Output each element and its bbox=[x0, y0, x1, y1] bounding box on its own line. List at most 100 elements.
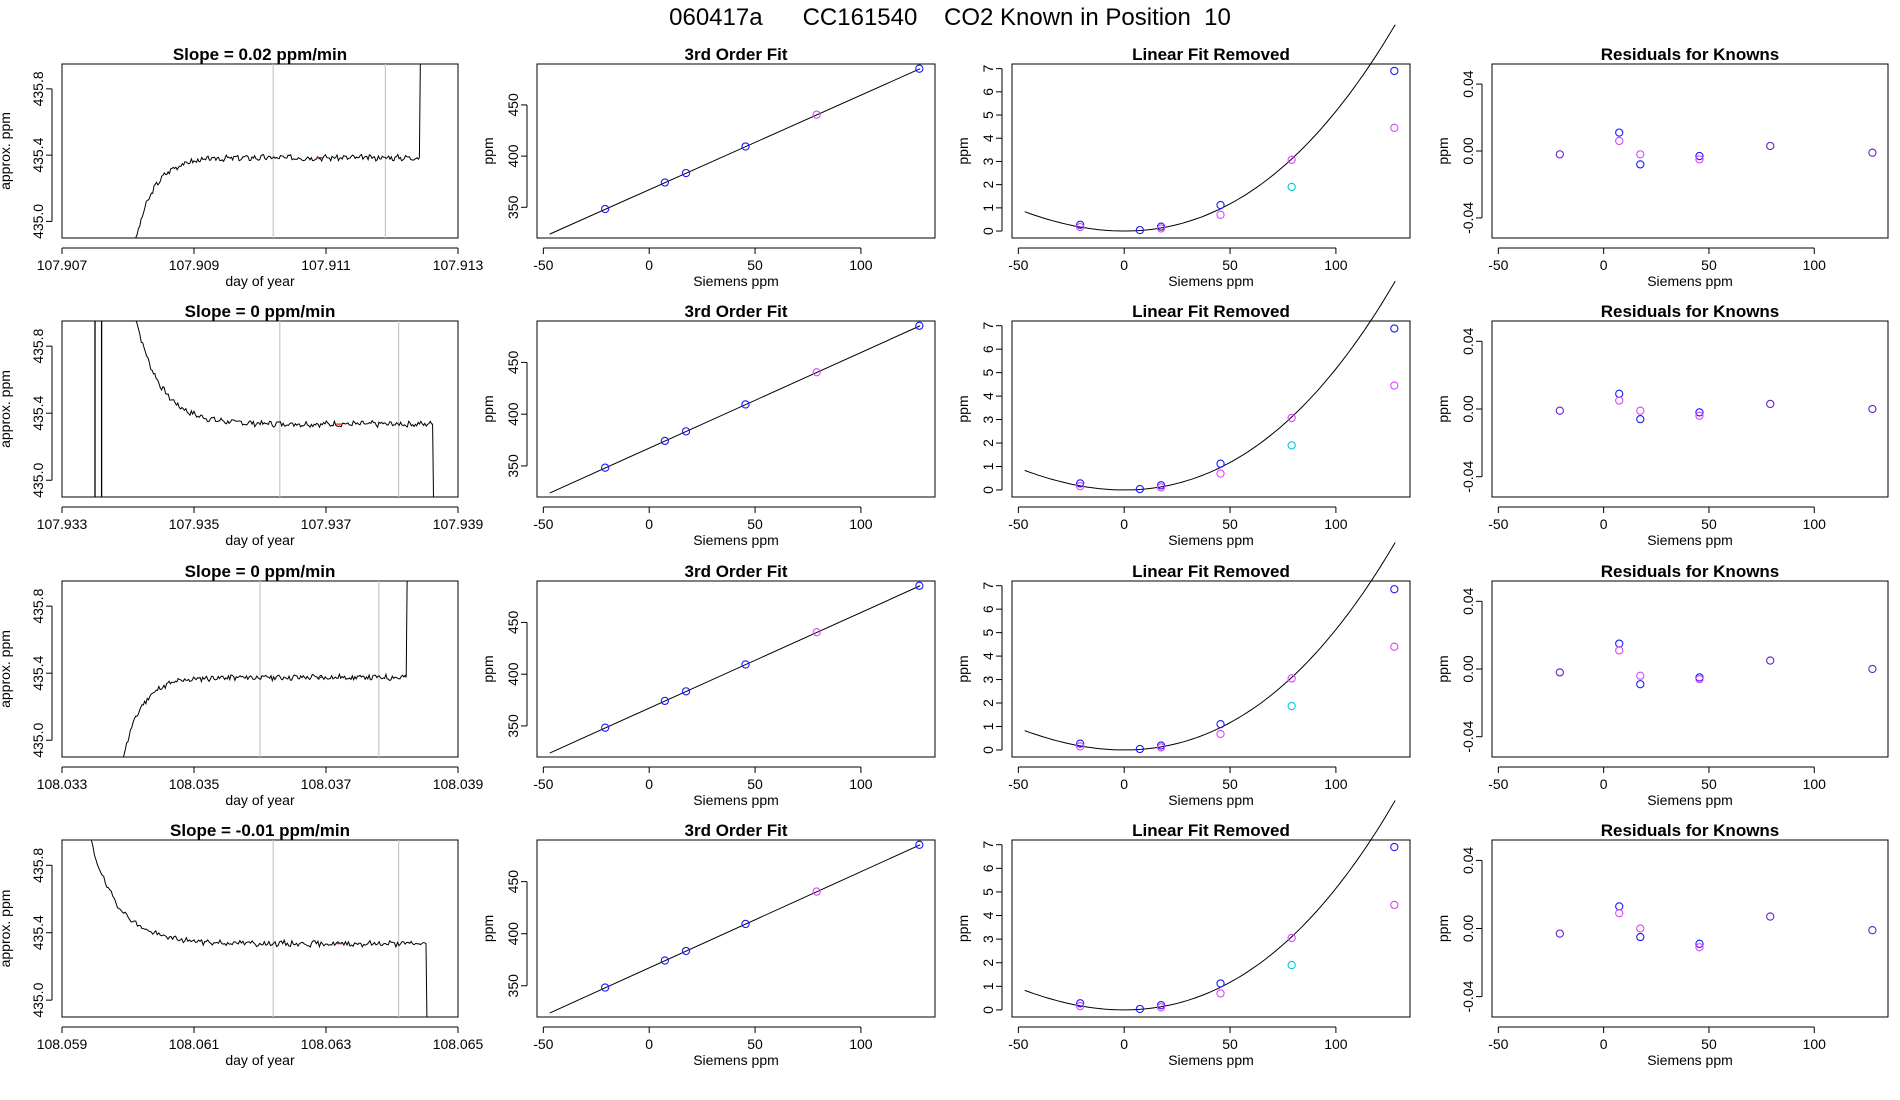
residuals-panel-row-1: Residuals for Knowns -50 0 50 100 Siemens ppm… bbox=[1435, 45, 1889, 289]
data-point bbox=[1615, 909, 1624, 918]
data-point bbox=[1390, 123, 1399, 132]
data-point bbox=[1216, 200, 1225, 210]
ppm-trace bbox=[135, 321, 434, 497]
y-axis-label: ppm bbox=[955, 655, 971, 682]
data-point bbox=[1216, 729, 1225, 739]
y-tick-label: 400 bbox=[505, 402, 521, 426]
x-axis-label: Siemens ppm bbox=[693, 792, 779, 808]
fit-panel-row-2: 3rd Order Fit -50 0 50 100 Siemens ppm 350 400 4… bbox=[480, 302, 936, 548]
data-point bbox=[1695, 939, 1704, 948]
x-tick-label: 108.039 bbox=[433, 776, 484, 792]
data-point bbox=[1287, 933, 1296, 943]
y-tick-label: 0 bbox=[980, 746, 996, 754]
linear-removed-panel-title: Linear Fit Removed bbox=[1132, 302, 1290, 321]
x-axis-label: Siemens ppm bbox=[1168, 1052, 1254, 1068]
x-tick-label: 0 bbox=[645, 257, 653, 273]
fit-panel-row-1: 3rd Order Fit -50 0 50 100 Siemens ppm 350 400 4… bbox=[480, 45, 936, 289]
x-tick-label: -50 bbox=[1488, 1036, 1508, 1052]
y-tick-label: 400 bbox=[505, 144, 521, 168]
x-tick-label: -50 bbox=[533, 1036, 553, 1052]
x-tick-label: 50 bbox=[1222, 1036, 1238, 1052]
y-tick-label: 435.8 bbox=[30, 848, 46, 883]
data-point bbox=[1076, 220, 1085, 229]
x-tick-label: 50 bbox=[747, 1036, 763, 1052]
data-point bbox=[1135, 1004, 1145, 1014]
fit-line bbox=[549, 585, 921, 754]
data-point bbox=[1076, 222, 1085, 232]
y-tick-label: 450 bbox=[505, 611, 521, 635]
x-tick-label: -50 bbox=[1008, 257, 1028, 273]
data-point bbox=[1695, 155, 1704, 164]
y-tick-label: 435.8 bbox=[30, 588, 46, 623]
data-point bbox=[681, 687, 691, 696]
y-tick-label: 0.04 bbox=[1460, 847, 1476, 874]
x-tick-label: 108.065 bbox=[433, 1036, 484, 1052]
data-point bbox=[601, 723, 610, 732]
y-axis-label: approx. ppm bbox=[0, 370, 13, 448]
data-point bbox=[1076, 1001, 1085, 1011]
data-point bbox=[1216, 979, 1225, 988]
y-tick-label: 0.00 bbox=[1460, 137, 1476, 164]
x-tick-label: 100 bbox=[1324, 776, 1348, 792]
data-point bbox=[741, 660, 750, 669]
data-point bbox=[1390, 66, 1399, 76]
y-tick-label: 435.4 bbox=[30, 137, 46, 172]
data-point bbox=[1135, 484, 1145, 494]
fit-line bbox=[549, 844, 921, 1014]
x-tick-label: -50 bbox=[1488, 257, 1508, 273]
y-tick-label: 4 bbox=[980, 134, 996, 142]
x-tick-label: 108.059 bbox=[37, 1036, 88, 1052]
time-panel-row-2: Slope = 0 ppm/min 107.933 107.935 107.937 10… bbox=[0, 302, 484, 548]
plot-frame bbox=[536, 63, 936, 239]
x-axis-label: day of year bbox=[225, 1052, 295, 1068]
data-point bbox=[660, 696, 670, 706]
linear-removed-panel-row-1: Linear Fit Removed -50 0 50 100 Siemens ppm 0 1… bbox=[955, 24, 1411, 289]
x-tick-label: -50 bbox=[533, 776, 553, 792]
data-point bbox=[1615, 389, 1624, 398]
y-tick-label: 6 bbox=[980, 345, 996, 353]
data-point bbox=[1156, 743, 1166, 752]
y-tick-label: 435.4 bbox=[30, 915, 46, 950]
x-tick-label: 107.933 bbox=[37, 516, 88, 532]
time-panel-title: Slope = 0 ppm/min bbox=[185, 562, 336, 581]
data-point bbox=[741, 919, 750, 929]
data-point bbox=[1615, 136, 1624, 146]
y-axis-label: ppm bbox=[480, 655, 496, 682]
y-tick-label: 400 bbox=[505, 662, 521, 686]
y-tick-label: 4 bbox=[980, 911, 996, 919]
x-tick-label: 0 bbox=[1600, 1036, 1608, 1052]
x-tick-label: 50 bbox=[1701, 776, 1717, 792]
x-axis-label: Siemens ppm bbox=[1168, 792, 1254, 808]
y-tick-label: 2 bbox=[980, 439, 996, 447]
y-tick-label: 350 bbox=[505, 714, 521, 738]
data-point bbox=[1156, 224, 1166, 233]
y-tick-label: 0 bbox=[980, 486, 996, 494]
data-point bbox=[1868, 404, 1877, 414]
x-tick-label: 50 bbox=[1222, 776, 1238, 792]
y-tick-label: 350 bbox=[505, 974, 521, 998]
linear-removed-panel-title: Linear Fit Removed bbox=[1132, 45, 1290, 64]
data-point bbox=[660, 178, 670, 187]
y-tick-label: 435.4 bbox=[30, 395, 46, 430]
data-point bbox=[660, 956, 670, 965]
residuals-panel-title: Residuals for Knowns bbox=[1601, 302, 1780, 321]
data-point bbox=[1695, 151, 1704, 161]
x-axis-label: day of year bbox=[225, 273, 295, 289]
data-point bbox=[1156, 1003, 1166, 1012]
y-tick-label: 1 bbox=[980, 982, 996, 990]
x-tick-label: 50 bbox=[747, 257, 763, 273]
x-tick-label: 0 bbox=[1120, 516, 1128, 532]
x-tick-label: 50 bbox=[747, 516, 763, 532]
plot-frame bbox=[61, 320, 459, 498]
y-tick-label: 4 bbox=[980, 652, 996, 660]
y-tick-label: 350 bbox=[505, 195, 521, 219]
linear-removed-panel-row-2: Linear Fit Removed -50 0 50 100 Siemens ppm 0 1… bbox=[955, 281, 1411, 548]
data-point bbox=[601, 204, 610, 214]
y-tick-label: 435.4 bbox=[30, 655, 46, 690]
x-axis-label: day of year bbox=[225, 532, 295, 548]
data-point bbox=[1390, 324, 1399, 333]
data-point bbox=[1287, 413, 1296, 423]
data-point bbox=[1076, 742, 1085, 751]
data-point bbox=[812, 368, 821, 377]
x-tick-label: -50 bbox=[1008, 776, 1028, 792]
